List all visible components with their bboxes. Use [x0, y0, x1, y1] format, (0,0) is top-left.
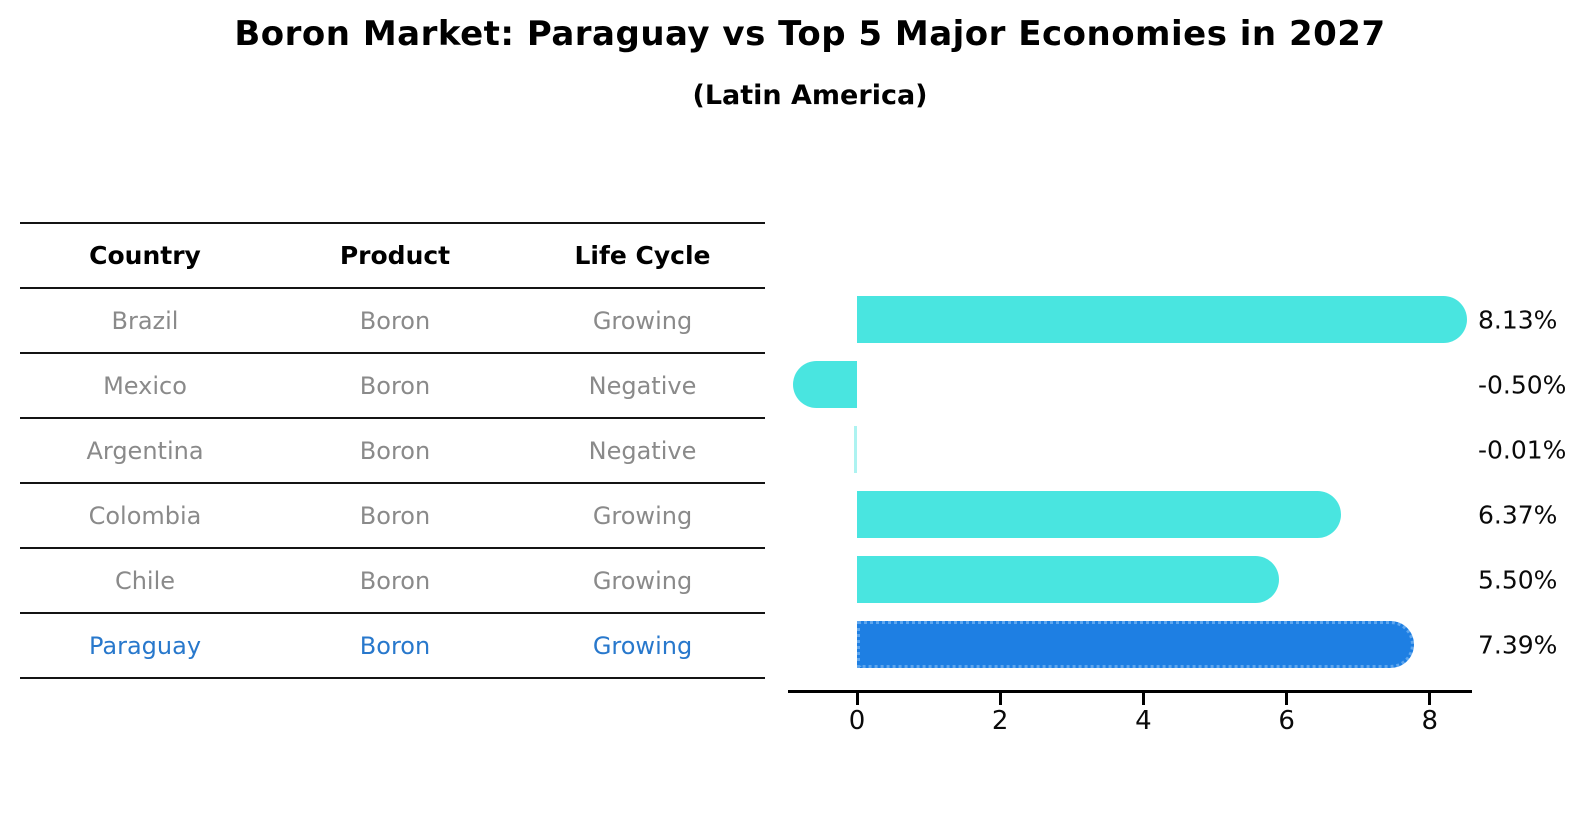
cell-product: Boron: [359, 306, 431, 335]
column-header-country: Country: [89, 241, 201, 270]
cell-life-cycle: Growing: [592, 566, 693, 595]
cell-country: Mexico: [103, 371, 187, 400]
cell-country: Chile: [114, 566, 176, 595]
cell-life-cycle: Negative: [588, 371, 697, 400]
table-body: Brazil Boron Growing Mexico Boron Negative Arg…: [20, 287, 765, 677]
bar-value-label-argentina: -0.01%: [1478, 435, 1567, 464]
cell-country: Colombia: [88, 501, 202, 530]
table-header-row: Country Product Life Cycle: [20, 222, 765, 287]
table-row-brazil: Brazil Boron Growing: [20, 287, 765, 352]
table-row-mexico: Mexico Boron Negative: [20, 352, 765, 417]
cell-life-cycle: Growing: [592, 306, 693, 335]
bar-value-label-paraguay: 7.39%: [1478, 630, 1558, 659]
bar-value-label-mexico: -0.50%: [1478, 370, 1567, 399]
cell-life-cycle: Growing: [592, 501, 693, 530]
x-tick-label-2: 2: [991, 706, 1009, 736]
cell-product: Boron: [359, 566, 431, 595]
bar-value-label-chile: 5.50%: [1478, 565, 1558, 594]
x-tick-label-8: 8: [1421, 706, 1439, 736]
x-tick-label-0: 0: [848, 706, 866, 736]
table-row-chile: Chile Boron Growing: [20, 547, 765, 612]
chart-title: Boron Market: Paraguay vs Top 5 Major Ec…: [234, 14, 1386, 54]
x-tick-mark-0: [855, 693, 859, 705]
x-tick-mark-4: [1141, 693, 1145, 705]
cell-product: Boron: [359, 501, 431, 530]
column-header-product: Product: [339, 241, 451, 270]
bar-value-label-brazil: 8.13%: [1478, 305, 1558, 334]
chart-bar-chile: [857, 556, 1279, 603]
cell-life-cycle: Growing: [592, 631, 693, 660]
x-tick-mark-2: [998, 693, 1002, 705]
chart-bar-paraguay: [857, 621, 1415, 668]
cell-country: Brazil: [111, 306, 179, 335]
cell-product: Boron: [359, 436, 431, 465]
cell-life-cycle: Negative: [588, 436, 697, 465]
cell-country: Argentina: [86, 436, 204, 465]
x-tick-mark-6: [1285, 693, 1289, 705]
x-tick-label-6: 6: [1278, 706, 1295, 736]
cell-product: Boron: [359, 631, 431, 660]
cell-country: Paraguay: [88, 631, 202, 660]
chart-subtitle: (Latin America): [692, 80, 928, 111]
country-info-table: Country Product Life Cycle Brazil Boron Gr…: [20, 222, 765, 679]
column-header-life-cycle: Life Cycle: [574, 241, 711, 270]
chart-bar-argentina: [854, 426, 857, 473]
chart-bar-mexico: [793, 361, 857, 408]
table-row-colombia: Colombia Boron Growing: [20, 482, 765, 547]
table-row-argentina: Argentina Boron Negative: [20, 417, 765, 482]
chart-bar-brazil: [857, 296, 1468, 343]
chart-bar-colombia: [857, 491, 1342, 538]
cell-product: Boron: [359, 371, 431, 400]
table-row-paraguay: Paraguay Boron Growing: [20, 612, 765, 677]
x-axis: [788, 690, 1472, 693]
x-tick-label-4: 4: [1135, 706, 1152, 736]
bar-value-label-colombia: 6.37%: [1478, 500, 1558, 529]
x-tick-mark-8: [1428, 693, 1432, 705]
